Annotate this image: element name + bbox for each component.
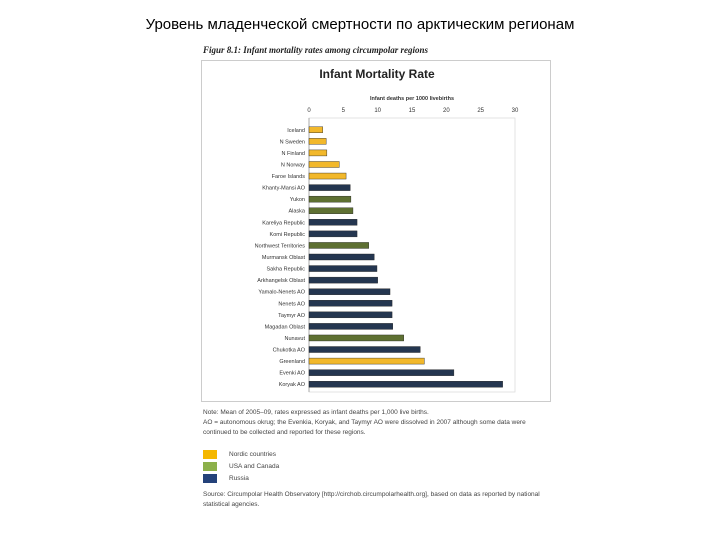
bar-khanty-mansi-ao bbox=[308, 184, 351, 191]
bar-evenki-ao bbox=[308, 369, 455, 376]
bar-yukon bbox=[308, 195, 352, 203]
bar-greenland bbox=[308, 357, 425, 365]
category-label: Arkhangelsk Oblast bbox=[257, 278, 305, 284]
slide-title: Уровень младенческой смертности по аркти… bbox=[145, 16, 575, 33]
category-label: Khanty-Mansi AO bbox=[262, 186, 306, 192]
x-tick-label: 30 bbox=[512, 108, 519, 114]
category-label: Kareliya Republic bbox=[262, 220, 305, 226]
category-label: Faroe Islands bbox=[272, 174, 306, 180]
x-axis-label: Infant deaths per 1000 livebirths bbox=[370, 96, 454, 102]
bar-sakha-republic bbox=[308, 265, 378, 272]
bar-chukotka-ao bbox=[308, 346, 421, 353]
bar-magadan-oblast bbox=[308, 323, 393, 330]
bar-n-finland bbox=[308, 149, 328, 157]
figure-caption: Figur 8.1: Infant mortality rates among … bbox=[203, 45, 429, 55]
legend-label: USA and Canada bbox=[229, 463, 280, 470]
source-note: Source: Circumpolar Health Observatory [… bbox=[203, 491, 540, 508]
category-label: N Sweden bbox=[280, 139, 305, 145]
category-label: Murmansk Oblast bbox=[262, 255, 306, 261]
category-label: Yukon bbox=[290, 197, 305, 203]
category-label: Evenki AO bbox=[279, 371, 305, 377]
legend-item-nordic: Nordic countries bbox=[203, 450, 276, 459]
bar-northwest-territories bbox=[308, 242, 369, 249]
x-tick-label: 0 bbox=[307, 108, 311, 114]
chart-title: Infant Mortality Rate bbox=[319, 67, 435, 81]
bar-taymyr-ao bbox=[308, 311, 393, 319]
category-label: Taymyr AO bbox=[278, 313, 306, 319]
category-label: Sakha Republic bbox=[266, 267, 305, 273]
category-label: Magadan Oblast bbox=[265, 324, 306, 330]
bar-arkhangelsk-oblast bbox=[308, 276, 378, 284]
x-tick-label: 10 bbox=[374, 108, 381, 114]
category-label: Chukotka AO bbox=[273, 348, 306, 354]
chart-frame bbox=[201, 60, 551, 402]
legend-label: Russia bbox=[229, 475, 249, 482]
category-label: Northwest Territories bbox=[255, 243, 306, 249]
bar-yamalo-nenets-ao bbox=[308, 288, 391, 295]
category-label: Nenets AO bbox=[278, 301, 305, 307]
bar-nenets-ao bbox=[308, 300, 393, 307]
category-label: Iceland bbox=[287, 128, 305, 134]
bar-n-norway bbox=[308, 161, 340, 168]
category-label: Koryak AO bbox=[279, 382, 306, 388]
bar-koryak-ao bbox=[308, 381, 503, 388]
note-1: Note: Mean of 2005–09, rates expressed a… bbox=[203, 409, 429, 416]
x-tick-label: 25 bbox=[477, 108, 484, 114]
legend-swatch bbox=[203, 462, 217, 471]
legend-swatch bbox=[203, 450, 217, 459]
bar-iceland bbox=[308, 126, 323, 133]
category-label: N Norway bbox=[281, 162, 305, 168]
bar-alaska bbox=[308, 207, 354, 214]
x-tick-label: 5 bbox=[342, 108, 346, 114]
bar-n-sweden bbox=[308, 138, 327, 145]
note-2: AO = autonomous okrug; the Evenkia, Kory… bbox=[203, 419, 526, 436]
bar-nunavut bbox=[308, 334, 404, 342]
legend-label: Nordic countries bbox=[229, 451, 276, 458]
category-label: N Finland bbox=[281, 151, 305, 157]
bar-faroe-islands bbox=[308, 172, 347, 180]
category-label: Nunavut bbox=[285, 336, 306, 342]
x-tick-label: 15 bbox=[409, 108, 416, 114]
legend-item-russia: Russia bbox=[203, 474, 249, 483]
bar-kareliya-republic bbox=[308, 219, 358, 226]
bar-komi-republic bbox=[308, 230, 358, 238]
category-label: Komi Republic bbox=[270, 232, 306, 238]
bar-murmansk-oblast bbox=[308, 253, 375, 261]
legend-swatch bbox=[203, 474, 217, 483]
category-label: Alaska bbox=[288, 209, 305, 215]
legend-item-usa: USA and Canada bbox=[203, 462, 279, 471]
category-label: Greenland bbox=[279, 359, 305, 365]
category-label: Yamalo-Nenets AO bbox=[258, 290, 305, 296]
x-tick-label: 20 bbox=[443, 108, 450, 114]
